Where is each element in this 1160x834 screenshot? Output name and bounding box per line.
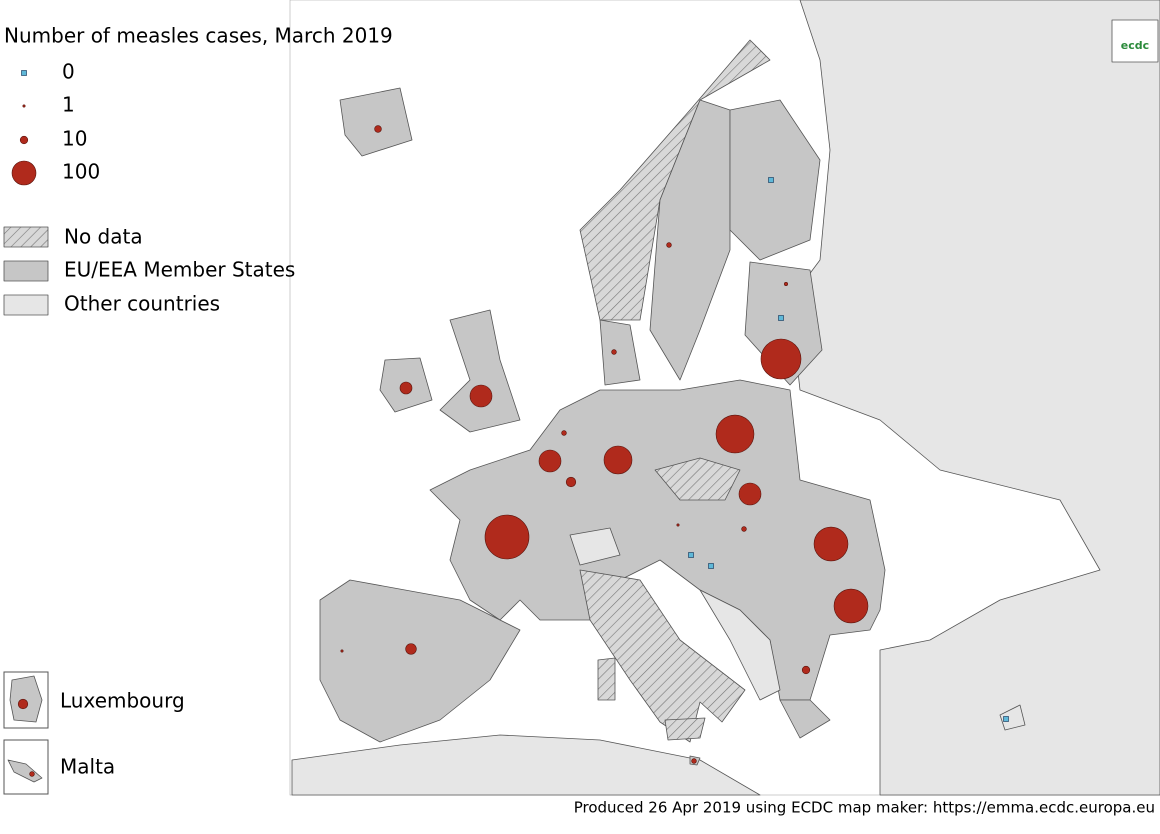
bubble xyxy=(603,445,633,475)
bubble xyxy=(340,649,344,653)
legend-label: 0 xyxy=(62,60,75,84)
logo: ecdc xyxy=(1121,39,1149,52)
zero-marker xyxy=(1003,716,1009,722)
bubble xyxy=(565,476,577,488)
bubble xyxy=(19,135,29,145)
bubble xyxy=(715,414,755,454)
legend-label: No data xyxy=(64,225,143,249)
zero-marker xyxy=(768,177,774,183)
bubble xyxy=(666,242,672,248)
bubble xyxy=(741,526,747,532)
bubble xyxy=(469,384,493,408)
insets xyxy=(3,671,49,795)
zero-marker xyxy=(21,70,27,76)
zero-marker xyxy=(688,552,694,558)
zero-marker xyxy=(778,315,784,321)
basemap xyxy=(289,0,1160,796)
bubble xyxy=(11,160,37,186)
legend-label: Other countries xyxy=(64,292,220,316)
bubble xyxy=(561,430,567,436)
legend-label: 100 xyxy=(62,160,100,184)
bubble xyxy=(691,758,697,764)
zero-marker xyxy=(708,563,714,569)
bubble xyxy=(399,381,413,395)
bubble xyxy=(676,523,680,527)
bubble xyxy=(22,104,26,108)
inset-label: Malta xyxy=(60,755,115,779)
bubble xyxy=(374,125,382,133)
bubble xyxy=(611,349,617,355)
bubble xyxy=(29,771,35,777)
area-legend xyxy=(3,226,49,316)
legend-label: 10 xyxy=(62,127,87,151)
bubble xyxy=(801,665,811,675)
bubble xyxy=(484,514,530,560)
legend-label: EU/EEA Member States xyxy=(64,258,295,282)
footer: Produced 26 Apr 2019 using ECDC map make… xyxy=(574,799,1155,817)
bubble xyxy=(813,526,849,562)
title: Number of measles cases, March 2019 xyxy=(4,24,393,48)
bubble xyxy=(833,588,869,624)
bubble xyxy=(760,338,802,380)
bubble xyxy=(405,643,417,655)
bubble xyxy=(538,449,562,473)
bubble xyxy=(738,482,762,506)
bubble xyxy=(784,282,788,286)
inset-label: Luxembourg xyxy=(60,689,185,713)
legend-label: 1 xyxy=(62,93,75,117)
bubble xyxy=(17,698,29,710)
